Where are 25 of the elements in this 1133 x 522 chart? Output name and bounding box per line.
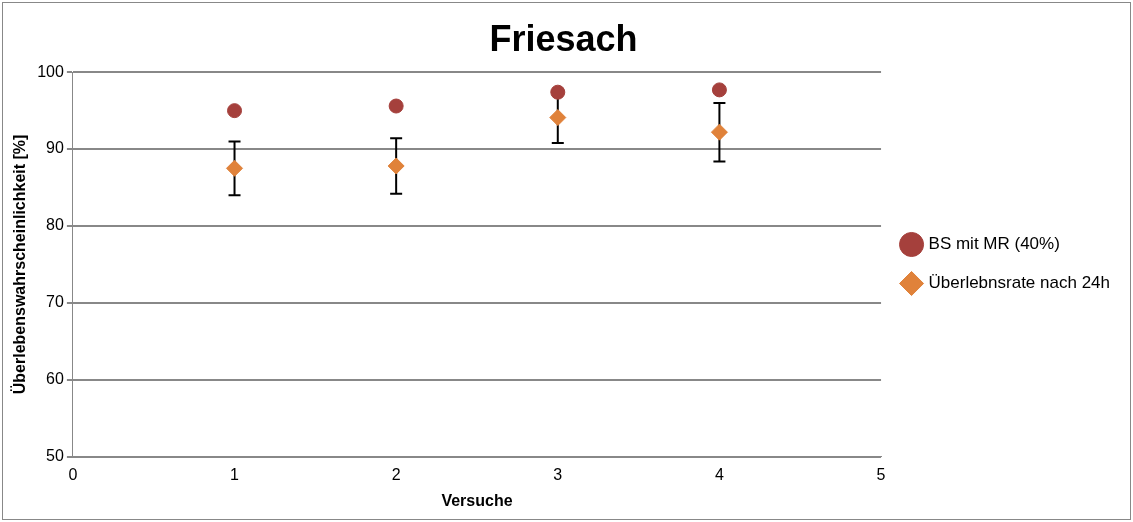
point [550, 84, 566, 100]
y-tick-label: 80 [46, 216, 64, 234]
y-tick-label: 60 [46, 370, 64, 388]
legend-label: Überlebnsrate nach 24h [928, 273, 1111, 293]
y-tick-label: 100 [37, 62, 64, 80]
point [387, 157, 405, 175]
x-tick-label: 3 [553, 465, 563, 483]
point [710, 123, 728, 141]
point [388, 98, 404, 114]
y-tick-label: 90 [46, 139, 64, 157]
x-tick-label: 5 [876, 465, 886, 483]
x-tick-label: 2 [391, 465, 401, 483]
chart-title: Friesach [489, 17, 638, 59]
x-axis-title: Versuche [441, 491, 513, 509]
x-tick-label: 1 [230, 465, 240, 483]
y-tick-label: 50 [46, 447, 64, 465]
x-tick-label: 4 [714, 465, 724, 483]
y-axis-title: Überlebenswahrscheinlichkeit [%] [10, 134, 29, 395]
point [549, 109, 567, 127]
y-tick-label: 70 [46, 293, 64, 311]
point [711, 82, 727, 98]
point [227, 103, 243, 119]
point [226, 159, 244, 177]
x-tick-label: 0 [68, 465, 78, 483]
legend-label: BS mit MR (40%) [928, 234, 1060, 254]
